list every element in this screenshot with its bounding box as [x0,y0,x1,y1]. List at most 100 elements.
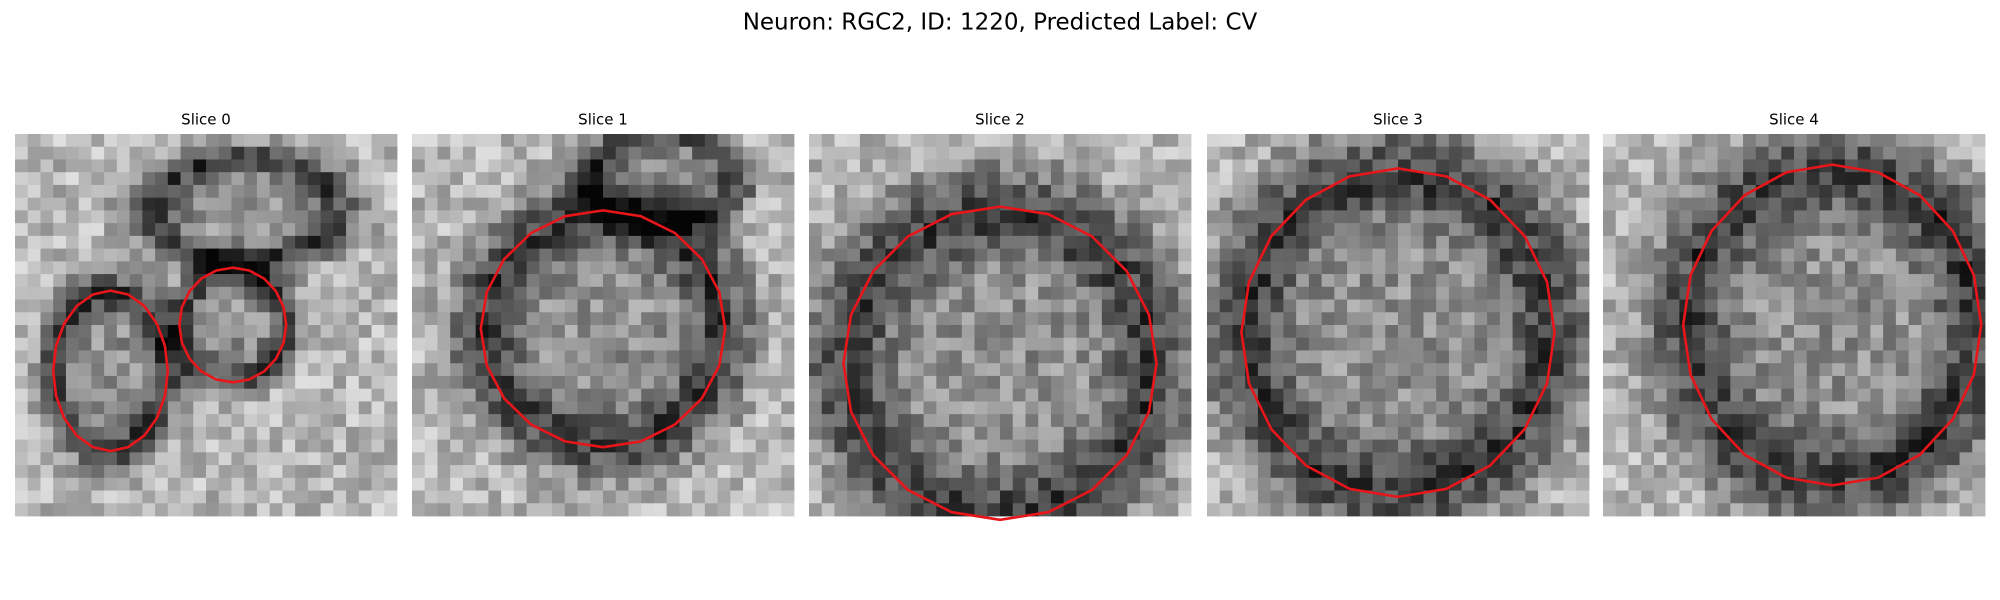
pixel [1207,490,1221,504]
pixel [1563,312,1577,326]
pixel [1334,465,1348,479]
pixel [552,172,566,186]
pixel [333,134,347,148]
pixel [155,223,169,237]
pixel [679,490,693,504]
pixel [923,337,937,351]
pixel [206,337,220,351]
pixel [1423,134,1437,148]
pixel [1538,465,1552,479]
pixel [872,325,886,339]
pixel [1359,223,1373,237]
pixel [628,235,642,249]
pixel [755,172,769,186]
pixel [91,210,105,224]
pixel [641,172,655,186]
pixel [1012,465,1026,479]
pixel [1152,172,1166,186]
pixel [1283,312,1297,326]
pixel [1895,299,1909,313]
pixel [1089,414,1103,428]
pixel [1321,414,1335,428]
pixel [743,159,757,173]
pixel [1628,210,1642,224]
pixel [1063,134,1077,148]
pixel [1959,503,1973,517]
pixel [244,477,258,491]
pixel [987,274,1001,288]
pixel [615,248,629,262]
pixel [923,286,937,300]
pixel [949,375,963,390]
pixel [987,388,1001,402]
pixel [1857,465,1871,479]
pixel [206,184,220,199]
pixel [1178,490,1192,504]
pixel [1448,184,1463,199]
pixel [949,350,963,364]
pixel [1359,325,1373,339]
pixel [244,439,258,453]
pixel [1895,261,1909,275]
pixel [743,490,757,504]
pixel [1704,426,1718,440]
pixel [104,465,118,479]
pixel [1219,388,1233,402]
pixel [692,223,706,237]
pixel [1538,503,1552,517]
pixel [923,172,937,186]
pixel [269,210,283,224]
pixel [1423,248,1437,262]
pixel [755,503,769,517]
pixel [180,477,194,491]
pixel [1232,197,1246,211]
pixel [1563,223,1577,237]
pixel [1050,337,1065,351]
pixel [847,452,861,466]
pixel [898,235,912,249]
pixel [768,490,782,504]
pixel [116,134,130,148]
pixel [809,490,823,504]
pixel [358,197,372,211]
pixel [1832,414,1846,428]
pixel [1410,172,1424,186]
pixel [1152,210,1166,224]
pixel [513,299,527,313]
pixel [755,235,769,249]
pixel [1768,210,1782,224]
pixel [1641,134,1655,148]
pixel [1653,375,1668,390]
pixel [91,503,105,517]
pixel [1743,172,1757,186]
pixel [53,248,67,262]
pixel [65,388,80,402]
pixel [40,363,54,377]
pixel [1474,210,1488,224]
pixel [1628,299,1642,313]
pixel [1347,401,1361,415]
pixel [462,286,477,300]
pixel [1615,312,1629,326]
pixel [1512,363,1526,377]
pixel [1308,337,1322,351]
pixel [1257,465,1272,479]
pixel [1178,414,1192,428]
pixel [450,172,464,186]
pixel [730,146,744,160]
pixel [1653,299,1668,313]
pixel [1000,299,1014,313]
pixel [307,299,321,313]
pixel [949,465,963,479]
pixel [653,503,668,517]
pixel [346,363,360,377]
pixel [295,363,309,377]
pixel [1334,401,1348,415]
pixel [1857,325,1871,339]
pixel [987,210,1001,224]
pixel [384,184,398,199]
pixel [1334,439,1348,453]
pixel [910,261,924,275]
pixel [1550,414,1564,428]
pixel [256,184,271,199]
